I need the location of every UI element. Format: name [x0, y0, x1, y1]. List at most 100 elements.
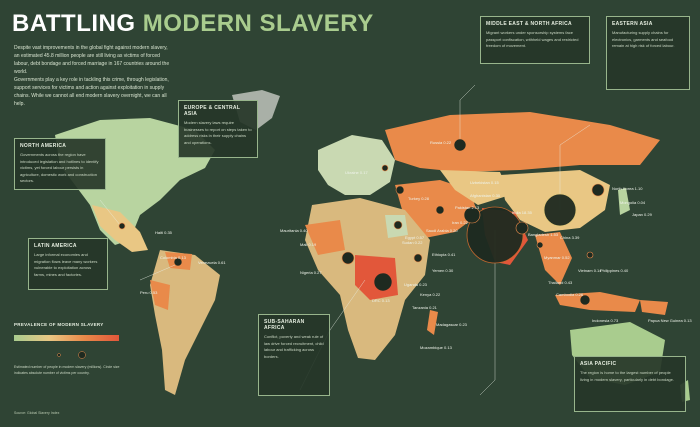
box-title: EASTERN ASIA: [612, 21, 653, 27]
legend: PREVALENCE OF MODERN SLAVERY Estimated n…: [14, 322, 129, 376]
country-label: Indonesia 0.73: [592, 318, 619, 323]
legend-color-scale: [14, 335, 119, 341]
country-label: Venezuela 0.61: [198, 260, 226, 265]
country-label: Yemen 0.30: [432, 268, 454, 273]
country-label: Nigeria 0.27: [300, 270, 322, 275]
west-africa: [305, 220, 345, 255]
info-box-asia-pacific: ASIA PACIFIC The region is home to the l…: [574, 356, 686, 412]
box-body: Modern slavery laws require businesses t…: [184, 120, 252, 145]
info-box-eastern-asia: EASTERN ASIA Manufacturing supply chains…: [606, 16, 690, 90]
legend-note: Estimated number of people in modern sla…: [14, 365, 120, 375]
box-body: Migrant workers under sponsorship system…: [486, 30, 579, 48]
info-box-latin-america: LATIN AMERICA Large informal economies a…: [28, 238, 108, 290]
japan: [618, 188, 630, 215]
box-body: Governments across the region have intro…: [20, 152, 99, 183]
country-label: Mongolia 0.04: [620, 200, 646, 205]
bubble-venezuela: [173, 257, 183, 267]
country-label: Iran 0.22: [452, 220, 468, 225]
country-label: Russia 0.22: [430, 140, 452, 145]
box-title: LATIN AMERICA: [34, 243, 77, 249]
bubble-pakistan: [463, 206, 481, 224]
bubble-bangladesh: [515, 221, 529, 235]
country-label: Myanmar 0.52: [544, 255, 570, 260]
russia: [385, 112, 660, 172]
papua-new-guinea: [640, 300, 668, 315]
bubble-iran: [435, 205, 445, 215]
bubble-russia: [453, 138, 467, 152]
title-part-2: MODERN SLAVERY: [142, 10, 374, 37]
country-label: Tanzania 0.21: [412, 305, 437, 310]
bubble-philippines: [586, 251, 594, 259]
box-title: ASIA PACIFIC: [580, 361, 617, 367]
info-box-europe: EUROPE & CENTRAL ASIA Modern slavery law…: [178, 100, 258, 158]
intro-column-1: Despite vast improvements in the global …: [14, 45, 170, 75]
bubble-mexico: [118, 222, 126, 230]
legend-bubble-scale: [14, 347, 129, 359]
page-title: BATTLING MODERN SLAVERY: [12, 10, 374, 38]
country-label: Madagascar 0.23: [436, 322, 467, 327]
bubble-china: [543, 193, 577, 227]
bubble-egypt: [393, 220, 403, 230]
country-label: Mauritania 0.40: [280, 228, 308, 233]
bubble-myanmar: [536, 241, 544, 249]
country-label: Thailand 0.43: [548, 280, 573, 285]
box-title: SUB-SAHARAN AFRICA: [264, 319, 305, 331]
bubble-ukraine: [381, 164, 389, 172]
country-label: Japan 0.29: [632, 212, 652, 217]
source-credit: Source: Global Slavery Index: [14, 411, 60, 415]
box-body: The region is home to the largest number…: [580, 370, 674, 382]
box-title: EUROPE & CENTRAL ASIA: [184, 105, 241, 117]
country-label: Egypt 0.57: [405, 235, 425, 240]
country-label: Saudi Arabia 0.20: [426, 228, 458, 233]
country-label: Ethiopia 0.41: [432, 252, 456, 257]
bubble-drc: [373, 272, 393, 292]
title-part-1: BATTLING: [12, 10, 136, 37]
country-label: Uzbekistan 0.15: [470, 180, 499, 185]
box-body: Manufacturing supply chains for electron…: [612, 30, 675, 48]
peru-region: [150, 280, 170, 310]
bubble-north-korea: [591, 183, 605, 197]
bubble-ethiopia: [413, 253, 423, 263]
europe: [318, 135, 395, 195]
bubble-india: [466, 206, 524, 264]
info-box-middle-east: MIDDLE EAST & NORTH AFRICA Migrant worke…: [480, 16, 590, 64]
country-label: Pakistan 2.13: [455, 205, 480, 210]
country-label: North Korea 1.10: [612, 186, 643, 191]
box-body: Large informal economies and migration f…: [34, 252, 98, 277]
country-label: Colombia 0.13: [160, 255, 186, 260]
intro-text: Despite vast improvements in the global …: [14, 44, 344, 108]
box-body: Conflict, poverty and weak rule of law d…: [264, 334, 324, 359]
country-label: Turkey 0.28: [408, 196, 429, 201]
country-label: Papua New Guinea 0.13: [648, 318, 692, 323]
intro-column-2: Governments play a key role in tackling …: [14, 77, 169, 107]
bubble-nigeria: [341, 251, 355, 265]
legend-title: PREVALENCE OF MODERN SLAVERY: [14, 322, 104, 327]
country-label: Kenya 0.22: [420, 292, 441, 297]
country-label: Peru 0.53: [140, 290, 158, 295]
info-box-north-america: NORTH AMERICA Governments across the reg…: [14, 138, 106, 190]
info-box-africa: SUB-SAHARAN AFRICA Conflict, poverty and…: [258, 314, 330, 396]
country-label: Philippines 0.40: [600, 268, 629, 273]
country-label: Haiti 0.35: [155, 230, 172, 235]
bubbles: [118, 138, 605, 306]
country-label: Ukraine 0.17: [345, 170, 368, 175]
indonesia: [555, 292, 640, 312]
central-asia: [440, 170, 510, 205]
country-label: Cambodia 0.26: [556, 292, 584, 297]
bubble-turkey: [395, 185, 405, 195]
south-america: [150, 250, 220, 395]
country-label: DRC 0.13: [372, 298, 390, 303]
country-label: Mali 0.19: [300, 242, 317, 247]
southeast-asia: [535, 232, 572, 285]
box-title: MIDDLE EAST & NORTH AFRICA: [486, 21, 572, 27]
country-label: Bangladesh 1.53: [528, 232, 559, 237]
country-label: Mozambique 0.13: [420, 345, 452, 350]
country-label: India 18.35: [512, 210, 532, 215]
bubble-indonesia: [579, 294, 591, 306]
box-title: NORTH AMERICA: [20, 143, 67, 149]
country-label: Vietnam 0.14: [578, 268, 602, 273]
madagascar: [427, 310, 438, 335]
country-label: Sudan 0.22: [402, 240, 423, 245]
country-label: Afghanistan 0.30: [470, 193, 501, 198]
